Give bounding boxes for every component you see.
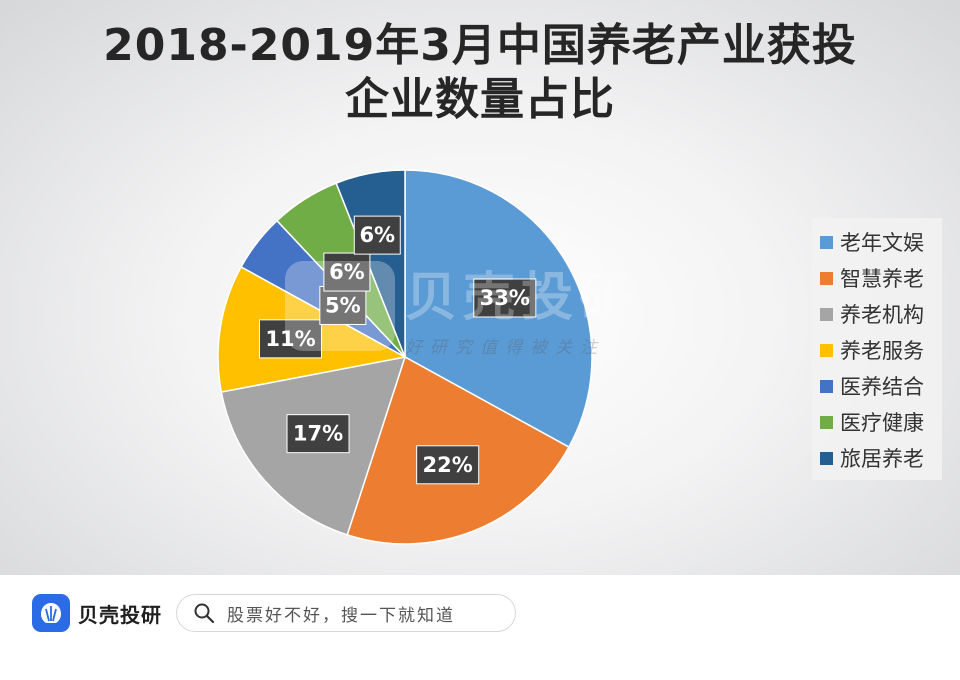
legend-swatch [820,235,833,249]
data-label-7: 6% [353,215,401,255]
pie-chart: 33% 22% 17% 11% 5% 6% 6% [217,169,593,545]
legend-label: 老年文娱 [840,231,924,255]
legend-label: 养老服务 [840,339,924,363]
data-label-2: 22% [416,445,480,485]
legend-item-3: 养老机构 [812,296,942,332]
svg-text:17%: 17% [293,422,343,446]
legend-label: 养老机构 [840,303,924,327]
svg-text:11%: 11% [265,327,315,351]
legend-label: 医养结合 [840,375,924,399]
data-label-6: 6% [323,252,371,292]
data-label-5: 5% [319,285,367,325]
legend-swatch [820,415,833,429]
legend-label: 智慧养老 [840,267,924,291]
legend-swatch [820,307,833,321]
footer-bar: 贝壳投研 股票好不好，搜一下就知道 [0,575,960,680]
legend-swatch [820,343,833,357]
chart-title-line-1: 2018-2019年3月中国养老产业获投 [103,20,857,71]
search-input[interactable]: 股票好不好，搜一下就知道 [176,594,516,632]
svg-text:5%: 5% [325,293,361,317]
legend-swatch [820,379,833,393]
data-label-1: 33% [473,278,537,318]
legend-item-6: 医疗健康 [812,404,942,440]
legend-item-7: 旅居养老 [812,440,942,476]
chart-title-line-2: 企业数量占比 [345,74,615,125]
brand-name: 贝壳投研 [78,602,162,627]
brand[interactable]: 贝壳投研 [32,594,162,632]
legend-swatch [820,451,833,465]
data-label-3: 17% [286,414,350,454]
legend-item-4: 养老服务 [812,332,942,368]
legend-item-2: 智慧养老 [812,260,942,296]
data-label-4: 11% [258,319,322,359]
svg-text:33%: 33% [480,286,530,310]
svg-text:22%: 22% [423,453,473,477]
search-placeholder: 股票好不好，搜一下就知道 [227,605,455,626]
legend-label: 旅居养老 [840,447,924,471]
chart-area: 2018-2019年3月中国养老产业获投 企业数量占比 33% 22% 17% 11%… [0,0,960,575]
search-icon [194,603,215,624]
legend-swatch [820,271,833,285]
legend-item-5: 医养结合 [812,368,942,404]
legend-label: 医疗健康 [840,411,924,435]
svg-text:6%: 6% [329,260,365,284]
shell-logo-icon [32,594,70,632]
chart-legend: 老年文娱智慧养老养老机构养老服务医养结合医疗健康旅居养老 [812,218,942,480]
legend-item-1: 老年文娱 [812,224,942,260]
svg-text:6%: 6% [359,223,395,247]
